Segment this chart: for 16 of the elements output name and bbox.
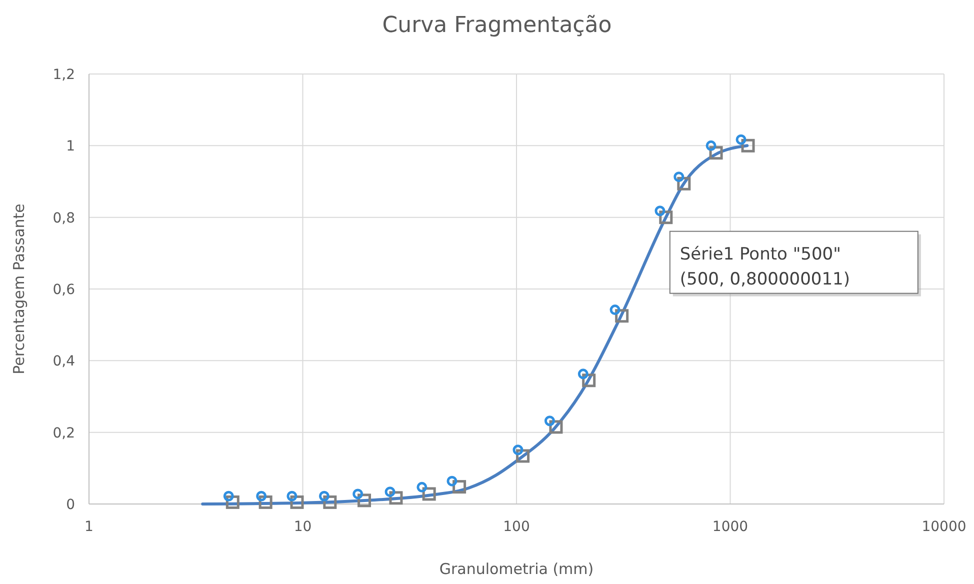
- y-tick-label: 0,4: [52, 354, 76, 370]
- x-tick-label: 1000: [712, 519, 748, 535]
- y-tick-label: 0,2: [52, 425, 75, 442]
- x-tick-label: 10: [294, 519, 312, 535]
- x-tick-label: 100: [503, 519, 530, 535]
- x-axis-title: Granulometria (mm): [439, 560, 594, 578]
- y-tick-label: 0,6: [52, 282, 76, 298]
- annotation: Série1 Ponto "500" (500, 0,800000011): [680, 244, 850, 290]
- y-axis-title: Percentagem Passante: [10, 204, 28, 374]
- x-tick-label: 10000: [922, 519, 966, 535]
- chart-title: Curva Fragmentação: [382, 13, 612, 38]
- y-tick-label: 1,2: [52, 67, 75, 83]
- x-tick-label: 1: [84, 519, 94, 535]
- y-tick-label: 0: [66, 497, 75, 513]
- y-tick-label: 1: [66, 138, 75, 155]
- y-tick-label: 0,8: [52, 210, 75, 226]
